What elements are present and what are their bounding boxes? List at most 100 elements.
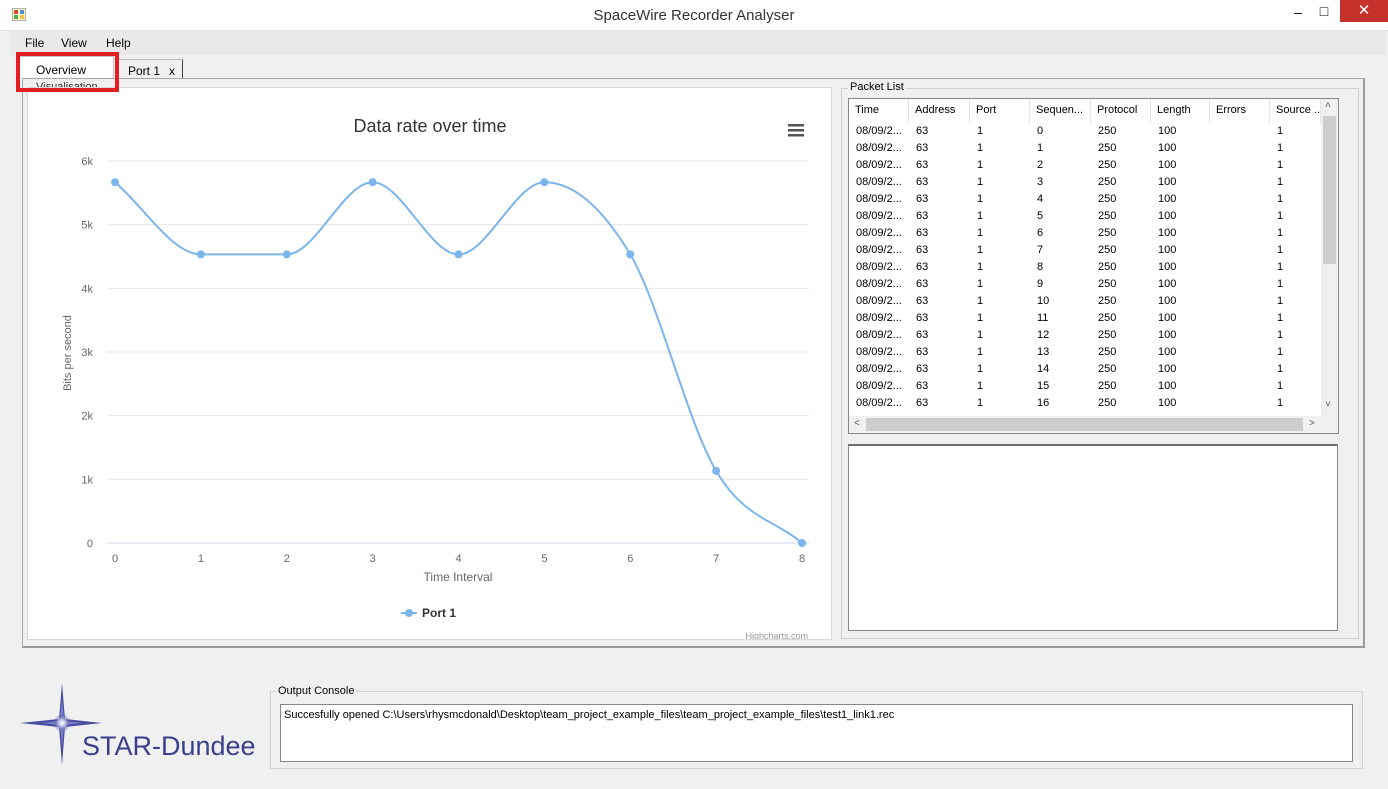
table-cell: 1 bbox=[977, 193, 984, 205]
scroll-left-icon[interactable]: < bbox=[854, 418, 860, 429]
tab-close-icon[interactable]: x bbox=[169, 64, 175, 78]
y-tick-label: 4k bbox=[81, 283, 93, 295]
chart-title: Data rate over time bbox=[353, 116, 506, 136]
table-row[interactable]: 08/09/2... 63 1 3 250 100 1 bbox=[849, 175, 1321, 192]
table-cell: 1 bbox=[1277, 193, 1284, 205]
minimize-button[interactable]: – bbox=[1294, 4, 1302, 20]
column-header[interactable]: Errors bbox=[1210, 99, 1270, 123]
table-cell: 1 bbox=[977, 227, 984, 239]
table-cell: 08/09/2... bbox=[856, 329, 902, 341]
table-cell: 250 bbox=[1098, 176, 1117, 188]
logo-text: STAR-Dundee bbox=[82, 731, 256, 761]
chart-credit[interactable]: Highcharts.com bbox=[745, 631, 808, 639]
x-axis-label: Time Interval bbox=[424, 570, 493, 584]
table-cell: 12 bbox=[1037, 329, 1050, 341]
menu-file[interactable]: File bbox=[25, 36, 45, 50]
chart-legend[interactable]: Port 1 bbox=[401, 606, 456, 620]
table-cell: 8 bbox=[1037, 261, 1044, 273]
table-row[interactable]: 08/09/2... 63 1 5 250 100 1 bbox=[849, 209, 1321, 226]
data-point[interactable] bbox=[540, 178, 549, 187]
table-cell: 1 bbox=[1277, 363, 1284, 375]
column-header[interactable]: Length bbox=[1151, 99, 1210, 123]
table-row[interactable]: 08/09/2... 63 1 1 250 100 1 bbox=[849, 141, 1321, 158]
table-cell: 1 bbox=[977, 380, 984, 392]
table-cell: 1 bbox=[1277, 125, 1284, 137]
hamburger-menu-icon[interactable] bbox=[788, 124, 804, 137]
data-point[interactable] bbox=[368, 178, 377, 187]
data-point[interactable] bbox=[196, 250, 205, 259]
table-cell: 63 bbox=[916, 261, 929, 273]
table-row[interactable]: 08/09/2... 63 1 12 250 100 1 bbox=[849, 328, 1321, 345]
tab-port1-label: Port 1 bbox=[128, 64, 161, 78]
column-header[interactable]: Address bbox=[909, 99, 970, 123]
table-row[interactable]: 08/09/2... 63 1 16 250 100 1 bbox=[849, 396, 1321, 413]
column-header[interactable]: Sequen... bbox=[1030, 99, 1091, 123]
packet-grid[interactable]: Time Address Port Sequen... Protocol Length Er… bbox=[848, 98, 1339, 434]
table-cell: 1 bbox=[977, 295, 984, 307]
data-point[interactable] bbox=[626, 250, 635, 259]
data-point[interactable] bbox=[454, 250, 463, 259]
x-tick-label: 8 bbox=[799, 553, 805, 565]
scroll-down-icon[interactable]: ˅ bbox=[1325, 399, 1331, 410]
table-cell: 100 bbox=[1158, 312, 1177, 324]
table-row[interactable]: 08/09/2... 63 1 7 250 100 1 bbox=[849, 243, 1321, 260]
horizontal-scroll-thumb[interactable] bbox=[866, 418, 1303, 431]
table-cell: 250 bbox=[1098, 295, 1117, 307]
table-row[interactable]: 08/09/2... 63 1 6 250 100 1 bbox=[849, 226, 1321, 243]
table-cell: 1 bbox=[1277, 210, 1284, 222]
table-cell: 1 bbox=[1277, 159, 1284, 171]
data-rate-chart: Data rate over time 0 1k 2k 3k 4k 5k 6k 0 1 2 3 4 5… bbox=[62, 116, 809, 639]
menu-view[interactable]: View bbox=[61, 36, 87, 50]
series-line-port1[interactable] bbox=[114, 181, 803, 544]
table-row[interactable]: 08/09/2... 63 1 15 250 100 1 bbox=[849, 379, 1321, 396]
table-cell: 100 bbox=[1158, 329, 1177, 341]
data-point[interactable] bbox=[111, 178, 119, 187]
output-console[interactable]: Succesfully opened C:\Users\rhysmcdonald… bbox=[280, 704, 1353, 762]
table-cell: 250 bbox=[1098, 329, 1117, 341]
table-row[interactable]: 08/09/2... 63 1 2 250 100 1 bbox=[849, 158, 1321, 175]
title-bar: SpaceWire Recorder Analyser – □ ✕ bbox=[0, 0, 1388, 31]
data-point[interactable] bbox=[712, 466, 721, 475]
maximize-button[interactable]: □ bbox=[1319, 3, 1329, 19]
table-cell: 08/09/2... bbox=[856, 210, 902, 222]
table-cell: 1 bbox=[1277, 142, 1284, 154]
scroll-up-icon[interactable]: ˄ bbox=[1325, 100, 1331, 111]
tab-overview[interactable]: Overview bbox=[18, 56, 114, 82]
table-row[interactable]: 08/09/2... 63 1 13 250 100 1 bbox=[849, 345, 1321, 362]
table-cell: 10 bbox=[1037, 295, 1050, 307]
table-cell: 08/09/2... bbox=[856, 125, 902, 137]
x-tick-label: 2 bbox=[284, 553, 290, 565]
data-point[interactable] bbox=[798, 539, 806, 547]
table-row[interactable]: 08/09/2... 63 1 11 250 100 1 bbox=[849, 311, 1321, 328]
table-cell: 08/09/2... bbox=[856, 176, 902, 188]
table-row[interactable]: 08/09/2... 63 1 10 250 100 1 bbox=[849, 294, 1321, 311]
table-cell: 100 bbox=[1158, 244, 1177, 256]
column-header[interactable]: Port bbox=[970, 99, 1030, 123]
vertical-scroll-thumb[interactable] bbox=[1323, 116, 1336, 264]
menu-help[interactable]: Help bbox=[106, 36, 131, 50]
table-row[interactable]: 08/09/2... 63 1 14 250 100 1 bbox=[849, 362, 1321, 379]
legend-port1: Port 1 bbox=[422, 606, 456, 620]
table-cell: 100 bbox=[1158, 261, 1177, 273]
close-button[interactable]: ✕ bbox=[1340, 0, 1388, 22]
packet-detail-box[interactable] bbox=[848, 444, 1338, 631]
table-cell: 1 bbox=[977, 363, 984, 375]
table-row[interactable]: 08/09/2... 63 1 8 250 100 1 bbox=[849, 260, 1321, 277]
scroll-right-icon[interactable]: > bbox=[1309, 418, 1315, 429]
column-header[interactable]: Time bbox=[849, 99, 909, 123]
table-cell: 63 bbox=[916, 193, 929, 205]
data-point[interactable] bbox=[282, 250, 291, 259]
table-row[interactable]: 08/09/2... 63 1 9 250 100 1 bbox=[849, 277, 1321, 294]
table-row[interactable]: 08/09/2... 63 1 0 250 100 1 bbox=[849, 124, 1321, 141]
column-header[interactable]: Source ... bbox=[1270, 99, 1321, 123]
table-cell: 63 bbox=[916, 159, 929, 171]
table-cell: 08/09/2... bbox=[856, 227, 902, 239]
table-row[interactable]: 08/09/2... 63 1 4 250 100 1 bbox=[849, 192, 1321, 209]
table-cell: 63 bbox=[916, 125, 929, 137]
y-tick-label: 5k bbox=[81, 220, 93, 232]
star-logo-icon bbox=[20, 683, 102, 765]
grid-header: Time Address Port Sequen... Protocol Length Er… bbox=[849, 99, 1321, 123]
horizontal-scrollbar[interactable]: < > bbox=[849, 416, 1338, 433]
column-header[interactable]: Protocol bbox=[1091, 99, 1151, 123]
vertical-scrollbar[interactable]: ˄ ˅ bbox=[1321, 99, 1338, 416]
